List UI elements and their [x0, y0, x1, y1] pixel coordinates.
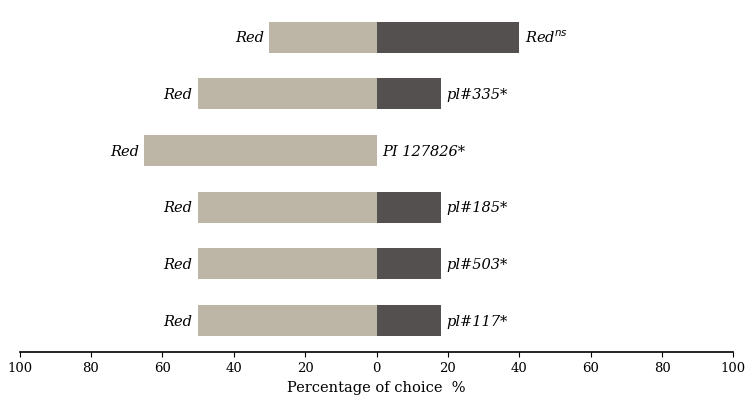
Text: PI 127826*: PI 127826* [382, 144, 465, 158]
Bar [376, 22, 520, 54]
Bar [376, 192, 441, 223]
Bar [270, 22, 376, 54]
Bar [198, 249, 376, 280]
Text: Red$^{ns}$: Red$^{ns}$ [525, 30, 568, 46]
Text: pl#335*: pl#335* [446, 87, 508, 101]
Bar [145, 136, 376, 167]
Text: Red: Red [163, 87, 193, 101]
Text: pl#117*: pl#117* [446, 314, 508, 328]
Text: Red: Red [110, 144, 139, 158]
Bar [376, 79, 441, 110]
Bar [198, 305, 376, 336]
Text: Red: Red [235, 31, 264, 45]
Bar [198, 192, 376, 223]
Text: pl#503*: pl#503* [446, 257, 508, 271]
Text: pl#185*: pl#185* [446, 201, 508, 215]
Bar [198, 79, 376, 110]
Bar [376, 249, 441, 280]
X-axis label: Percentage of choice  %: Percentage of choice % [287, 380, 466, 394]
Text: Red: Red [163, 314, 193, 328]
Text: Red: Red [163, 257, 193, 271]
Text: Red: Red [163, 201, 193, 215]
Bar [376, 305, 441, 336]
